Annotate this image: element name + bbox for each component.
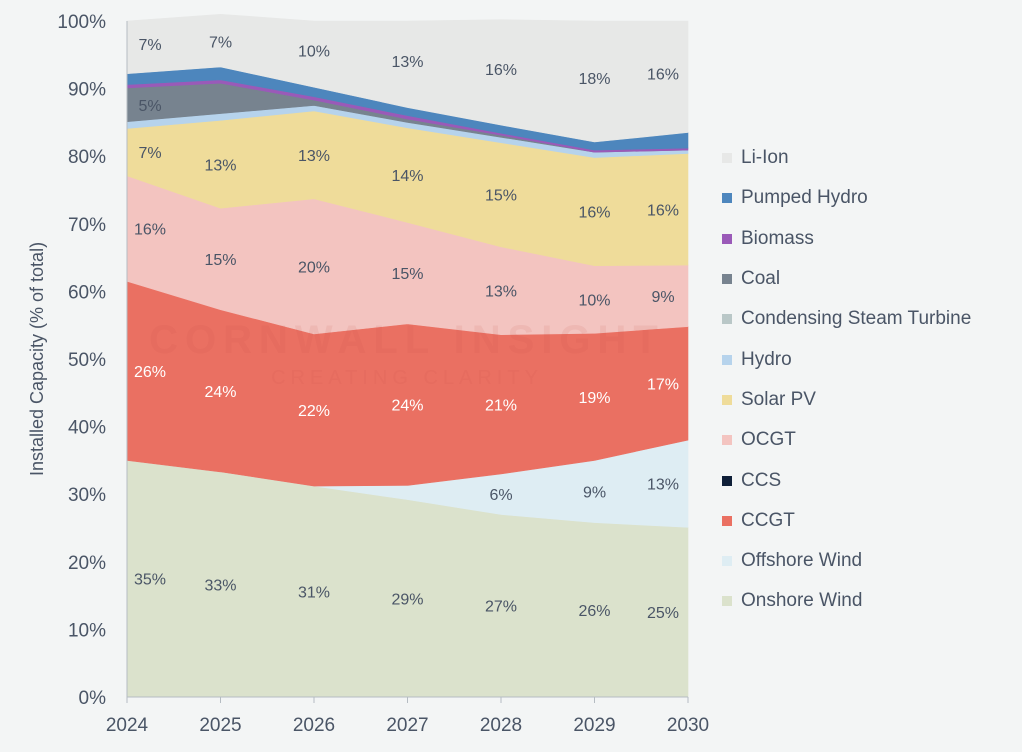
area-li-ion <box>126 13 689 143</box>
legend-label: Li-Ion <box>741 147 789 169</box>
legend-swatch <box>722 394 732 405</box>
data-label: 7% <box>209 34 232 51</box>
legend-item: Onshore Wind <box>722 581 1022 621</box>
data-label: 14% <box>391 168 423 185</box>
data-label: 16% <box>578 205 610 222</box>
legend-swatch <box>722 354 732 365</box>
legend-label: Biomass <box>741 227 814 249</box>
legend-item: Li-Ion <box>722 138 1022 178</box>
y-tick-label: 20% <box>68 553 106 574</box>
x-tick-label: 2029 <box>573 715 615 736</box>
data-label: 10% <box>298 44 330 61</box>
y-tick-label: 30% <box>68 485 106 506</box>
y-tick-label: 50% <box>68 350 106 371</box>
legend-item: Solar PV <box>722 380 1022 420</box>
data-label: 5% <box>138 98 161 115</box>
legend-item: OCGT <box>722 420 1022 460</box>
data-label: 22% <box>298 403 330 420</box>
legend-swatch <box>722 556 732 567</box>
data-label: 16% <box>134 222 166 239</box>
legend-item: Biomass <box>722 219 1022 259</box>
data-label: 7% <box>138 145 161 162</box>
legend-label: Onshore Wind <box>741 590 863 612</box>
legend-swatch <box>722 193 732 204</box>
legend-label: OCGT <box>741 429 796 451</box>
data-label: 33% <box>204 577 236 594</box>
y-tick-label: 100% <box>57 12 106 33</box>
data-label: 9% <box>583 484 606 501</box>
legend-label: Pumped Hydro <box>741 187 868 209</box>
data-label: 29% <box>391 591 423 608</box>
legend-swatch <box>722 314 732 325</box>
data-label: 9% <box>651 289 674 306</box>
data-label: 24% <box>204 384 236 401</box>
x-tick-label: 2028 <box>480 715 522 736</box>
data-label: 15% <box>391 266 423 283</box>
legend-item: CCS <box>722 460 1022 500</box>
legend-swatch <box>722 435 732 446</box>
legend-item: CCGT <box>722 501 1022 541</box>
data-label: 26% <box>578 603 610 620</box>
legend-item: Condensing Steam Turbine <box>722 299 1022 339</box>
y-axis-title: Installed Capacity (% of total) <box>27 242 47 476</box>
legend-item: Offshore Wind <box>722 541 1022 581</box>
data-label: 35% <box>134 572 166 589</box>
data-label: 27% <box>485 599 517 616</box>
data-label: 15% <box>204 252 236 269</box>
data-label: 18% <box>578 71 610 88</box>
data-label: 6% <box>489 487 512 504</box>
legend-swatch <box>722 596 732 607</box>
y-tick-label: 70% <box>68 215 106 236</box>
x-tick-label: 2030 <box>667 715 709 736</box>
data-label: 10% <box>578 293 610 310</box>
legend-label: Hydro <box>741 348 792 370</box>
legend-label: Solar PV <box>741 388 816 410</box>
legend-label: Coal <box>741 268 781 290</box>
x-tick-label: 2025 <box>199 715 241 736</box>
data-label: 25% <box>647 605 679 622</box>
legend-label: Condensing Steam Turbine <box>741 308 972 330</box>
data-label: 16% <box>485 62 517 79</box>
data-label: 13% <box>485 284 517 301</box>
data-label: 16% <box>647 202 679 219</box>
data-label: 15% <box>485 188 517 205</box>
legend-label: CCS <box>741 469 782 491</box>
legend-swatch <box>722 515 732 526</box>
y-tick-label: 0% <box>79 688 107 709</box>
legend-label: CCGT <box>741 509 795 531</box>
legend-item: Coal <box>722 259 1022 299</box>
data-label: 31% <box>298 585 330 602</box>
data-label: 13% <box>647 477 679 494</box>
legend-swatch <box>722 233 732 244</box>
chart-legend: Li-Ion Pumped Hydro Biomass Coal Condensing … <box>722 138 1022 622</box>
y-tick-label: 60% <box>68 282 106 303</box>
y-tick-label: 90% <box>68 80 106 101</box>
legend-swatch <box>722 475 732 486</box>
data-label: 20% <box>298 259 330 276</box>
x-tick-label: 2026 <box>293 715 335 736</box>
data-label: 21% <box>485 397 517 414</box>
data-label: 24% <box>391 398 423 415</box>
y-tick-label: 40% <box>68 418 106 439</box>
legend-swatch <box>722 153 732 164</box>
data-label: 26% <box>134 364 166 381</box>
data-label: 13% <box>298 148 330 165</box>
data-label: 16% <box>647 66 679 83</box>
legend-item: Hydro <box>722 339 1022 379</box>
y-tick-label: 80% <box>68 147 106 168</box>
data-label: 7% <box>138 37 161 54</box>
data-label: 13% <box>204 157 236 174</box>
x-tick-label: 2027 <box>386 715 428 736</box>
legend-label: Offshore Wind <box>741 550 863 572</box>
data-label: 19% <box>578 390 610 407</box>
y-tick-label: 10% <box>68 620 106 641</box>
legend-swatch <box>722 274 732 285</box>
data-label: 13% <box>391 54 423 71</box>
data-label: 17% <box>647 376 679 393</box>
x-tick-label: 2024 <box>106 715 149 736</box>
legend-item: Pumped Hydro <box>722 178 1022 218</box>
